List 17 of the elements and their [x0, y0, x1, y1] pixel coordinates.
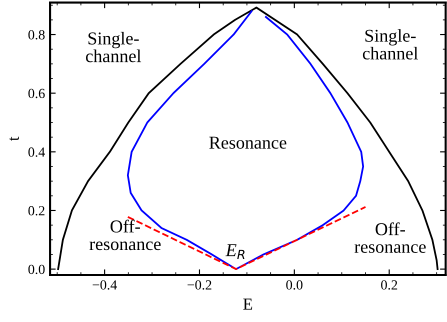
y-tick-label: 0.4	[28, 147, 45, 157]
annotation: Resonance	[209, 136, 286, 149]
y-tick-label: 0.6	[28, 88, 45, 98]
x-axis-title: E	[243, 298, 252, 310]
x-tick-label: −0.4	[92, 280, 117, 290]
annotation: Off- resonance	[89, 220, 161, 250]
annotation: E$_{R}$	[225, 244, 244, 260]
y-axis-title: t	[9, 136, 19, 141]
y-tick-label: 0.0	[28, 264, 45, 274]
y-tick-label: 0.8	[28, 30, 45, 40]
annotation: Off- resonance	[354, 222, 426, 253]
x-tick-label: 0.0	[286, 280, 302, 290]
annotation: Single- channel	[86, 32, 142, 62]
annotation: Single- channel	[362, 29, 418, 60]
x-tick-label: −0.2	[188, 280, 212, 290]
y-tick-label: 0.2	[28, 206, 44, 216]
x-tick-label: 0.2	[381, 280, 398, 290]
